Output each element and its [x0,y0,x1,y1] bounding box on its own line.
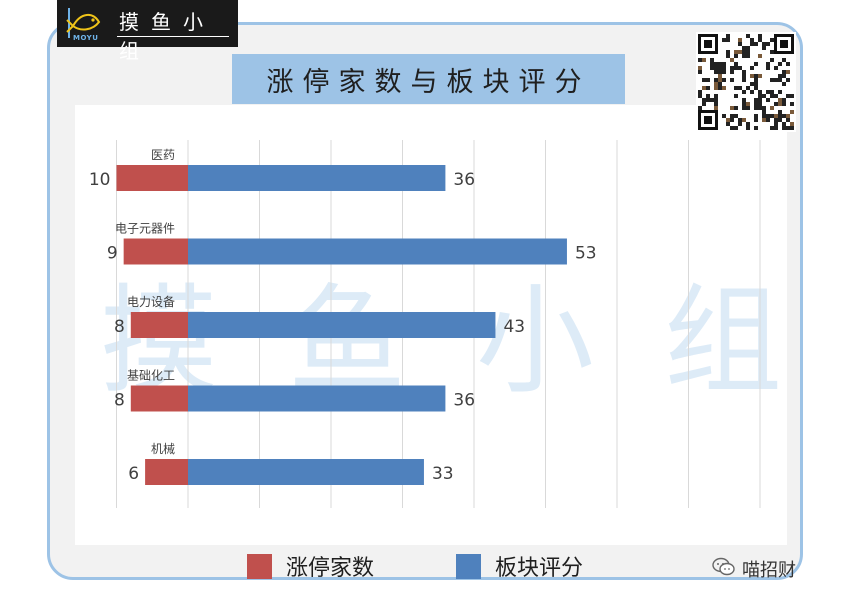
data-label-limit-up: 6 [128,464,139,484]
category-label: 基础化工 [127,369,175,383]
legend-item-sector-score: 板块评分 [456,550,583,582]
data-label-sector-score: 43 [503,317,525,337]
data-label-limit-up: 8 [114,317,125,337]
bar-sector-score [188,165,446,191]
data-label-limit-up: 9 [107,244,118,264]
qr-code-icon [696,32,796,132]
logo-subtext: MOYU [73,34,99,42]
category-label: 电子元器件 [115,222,175,236]
data-label-limit-up: 8 [114,391,125,411]
account-name: 喵招财 [742,560,796,581]
wechat-account: 喵招财 [712,556,796,582]
data-label-sector-score: 53 [575,244,597,264]
logo-text: 摸鱼小组 [119,10,215,63]
category-label: 电力设备 [127,295,175,309]
legend-label-sector-score: 板块评分 [495,556,584,581]
chart-legend: 涨停家数 板块评分 [0,550,844,582]
bar-sector-score [188,312,496,338]
bar-sector-score [188,238,567,265]
logo-divider [117,36,229,37]
bar-limit-up [123,238,188,265]
logo: MOYU 摸鱼小组 [57,0,238,63]
bar-limit-up [116,165,188,191]
wechat-icon [712,557,736,581]
data-label-sector-score: 33 [432,464,454,484]
legend-item-limit-up: 涨停家数 [247,550,374,582]
bar-limit-up [130,385,188,412]
legend-swatch-sector-score [456,553,481,579]
chart-title-box: 涨停家数与板块评分 [232,54,625,104]
category-label: 机械 [151,441,175,456]
data-label-limit-up: 10 [89,170,111,190]
legend-label-limit-up: 涨停家数 [286,556,375,581]
legend-swatch-limit-up [247,553,272,579]
chart-title: 涨停家数与板块评分 [266,66,591,98]
bar-limit-up [130,312,188,338]
data-label-sector-score: 36 [453,170,475,190]
bar-sector-score [188,459,424,485]
data-label-sector-score: 36 [453,391,475,411]
bar-sector-score [188,385,446,412]
category-label: 医药 [151,148,175,162]
fish-logo-icon: MOYU [63,4,105,44]
bar-limit-up [145,459,188,485]
